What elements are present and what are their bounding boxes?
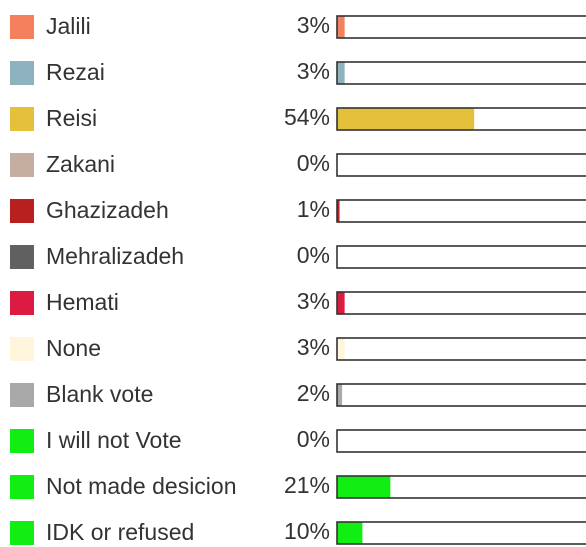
legend-swatch-reisi bbox=[10, 107, 34, 131]
bar-track-ghazizadeh bbox=[336, 199, 586, 223]
category-label-not-made-desicion: Not made desicion bbox=[46, 473, 237, 499]
category-label-mehralizadeh: Mehralizadeh bbox=[46, 243, 184, 269]
legend-swatch-ghazizadeh bbox=[10, 199, 34, 223]
row-zakani: Zakani 0% bbox=[10, 150, 586, 177]
category-label-reisi: Reisi bbox=[46, 105, 97, 131]
value-label-hemati: 3% bbox=[297, 288, 330, 314]
value-label-blank-vote: 2% bbox=[297, 380, 330, 406]
category-label-jalili: Jalili bbox=[46, 13, 91, 39]
bar-blank-vote bbox=[337, 384, 343, 406]
category-label-ghazizadeh: Ghazizadeh bbox=[46, 197, 169, 223]
bar-track-not-made-desicion bbox=[336, 475, 586, 499]
legend-swatch-mehralizadeh bbox=[10, 245, 34, 269]
bar-track-i-will-not-vote bbox=[336, 429, 586, 453]
value-label-ghazizadeh: 1% bbox=[297, 196, 330, 222]
legend-swatch-none bbox=[10, 337, 34, 361]
legend-swatch-i-will-not-vote bbox=[10, 429, 34, 453]
bar-rezai bbox=[337, 62, 345, 84]
value-label-mehralizadeh: 0% bbox=[297, 242, 330, 268]
value-label-i-will-not-vote: 0% bbox=[297, 426, 330, 452]
row-none: None 3% bbox=[10, 334, 586, 361]
bar-track-none bbox=[336, 337, 586, 361]
row-rezai: Rezai 3% bbox=[10, 58, 586, 85]
row-mehralizadeh: Mehralizadeh 0% bbox=[10, 242, 586, 269]
value-label-idk-or-refused: 10% bbox=[284, 518, 330, 544]
bar-track-idk-or-refused bbox=[336, 521, 586, 545]
category-label-i-will-not-vote: I will not Vote bbox=[46, 427, 182, 453]
row-idk-or-refused: IDK or refused 10% bbox=[10, 518, 586, 545]
row-not-made-desicion: Not made desicion 21% bbox=[10, 472, 586, 499]
legend-swatch-not-made-desicion bbox=[10, 475, 34, 499]
value-label-zakani: 0% bbox=[297, 150, 330, 176]
row-jalili: Jalili 3% bbox=[10, 12, 586, 39]
bar-none bbox=[337, 338, 345, 360]
row-i-will-not-vote: I will not Vote 0% bbox=[10, 426, 586, 453]
row-hemati: Hemati 3% bbox=[10, 288, 586, 315]
legend-swatch-rezai bbox=[10, 61, 34, 85]
value-label-jalili: 3% bbox=[297, 12, 330, 38]
category-label-none: None bbox=[46, 335, 101, 361]
bar-ghazizadeh bbox=[337, 200, 340, 222]
legend-swatch-blank-vote bbox=[10, 383, 34, 407]
bar-idk-or-refused bbox=[337, 522, 363, 544]
bar-track-rezai bbox=[336, 61, 586, 85]
category-label-zakani: Zakani bbox=[46, 151, 115, 177]
value-label-reisi: 54% bbox=[284, 104, 330, 130]
bar-track-reisi bbox=[336, 107, 586, 131]
bar-track-blank-vote bbox=[336, 383, 586, 407]
legend-swatch-hemati bbox=[10, 291, 34, 315]
row-ghazizadeh: Ghazizadeh 1% bbox=[10, 196, 586, 223]
value-label-not-made-desicion: 21% bbox=[284, 472, 330, 498]
category-label-idk-or-refused: IDK or refused bbox=[46, 519, 194, 545]
bar-track-jalili bbox=[336, 15, 586, 39]
bar-reisi bbox=[337, 108, 475, 130]
category-label-blank-vote: Blank vote bbox=[46, 381, 153, 407]
bar-jalili bbox=[337, 16, 345, 38]
bar-track-zakani bbox=[336, 153, 586, 177]
legend-swatch-jalili bbox=[10, 15, 34, 39]
category-label-rezai: Rezai bbox=[46, 59, 105, 85]
legend-swatch-idk-or-refused bbox=[10, 521, 34, 545]
category-label-hemati: Hemati bbox=[46, 289, 119, 315]
bar-track-hemati bbox=[336, 291, 586, 315]
value-label-none: 3% bbox=[297, 334, 330, 360]
row-reisi: Reisi 54% bbox=[10, 104, 586, 131]
bar-track-mehralizadeh bbox=[336, 245, 586, 269]
bar-not-made-desicion bbox=[337, 476, 391, 498]
row-blank-vote: Blank vote 2% bbox=[10, 380, 586, 407]
legend-swatch-zakani bbox=[10, 153, 34, 177]
bar-hemati bbox=[337, 292, 345, 314]
value-label-rezai: 3% bbox=[297, 58, 330, 84]
